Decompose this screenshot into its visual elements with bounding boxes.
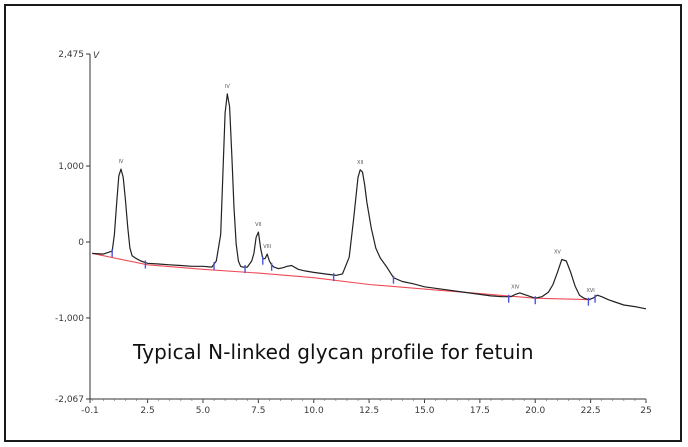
signal-trace — [92, 93, 647, 310]
x-tick-label: 20.0 — [525, 406, 545, 416]
x-tick-label: 22.5 — [581, 406, 601, 416]
x-tick-label: -0.1 — [81, 406, 99, 416]
y-tick-label: 2,475 — [58, 50, 84, 60]
y-tick-label: 0 — [78, 238, 84, 248]
x-tick-label: 2.5 — [140, 406, 154, 416]
x-tick-label: 25 — [640, 406, 651, 416]
y-tick-label: -1,000 — [55, 314, 84, 324]
x-tick-label: 15.0 — [414, 406, 434, 416]
chart-frame — [4, 4, 682, 442]
peak-label: VII — [255, 222, 261, 228]
baseline-trace — [92, 252, 591, 301]
chart-axes: 2,475 1,000 0 -1,000 -2,067 V -0.1 2.5 5.0 7.5 10.… — [55, 50, 652, 416]
peak-label: VIII — [263, 244, 271, 250]
y-tick-label: 1,000 — [58, 162, 84, 172]
x-tick-label: 12.5 — [359, 406, 379, 416]
peak-label: XVI — [586, 288, 594, 294]
x-tick-label: 7.5 — [251, 406, 265, 416]
x-tick-label: 10.0 — [304, 406, 324, 416]
peak-label: IV — [119, 159, 124, 165]
x-tick-label: 5.0 — [196, 406, 211, 416]
peak-label: XV — [554, 249, 561, 255]
chart-annotation: Typical N-linked glycan profile for fetu… — [133, 340, 534, 364]
chart-markers — [111, 249, 596, 306]
chart-labels: IV IV VII VIII XII XIV XV XVI — [119, 84, 595, 294]
chart-traces — [92, 93, 647, 310]
y-axis-unit: V — [93, 51, 100, 61]
peak-label: XIV — [511, 284, 520, 290]
x-tick-label: 17.5 — [470, 406, 490, 416]
peak-label: XII — [357, 160, 363, 166]
peak-label: IV — [225, 84, 230, 90]
y-tick-label: -2,067 — [55, 395, 84, 405]
